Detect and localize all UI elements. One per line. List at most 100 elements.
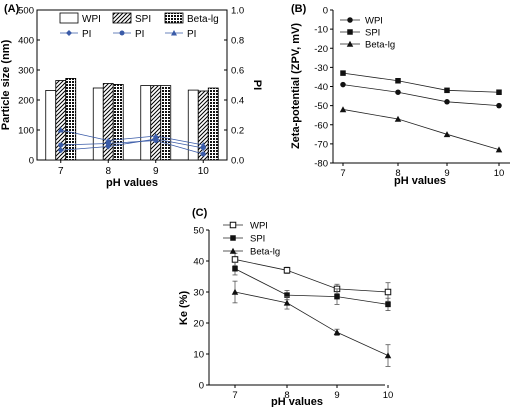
c-y-tick-label: 50 — [193, 226, 204, 237]
a-x-tick-label: 7 — [58, 166, 64, 177]
a-pi-line-circle — [60, 140, 204, 155]
panel-a-x-label: pH values — [106, 177, 158, 189]
a-legend-swatch-spi — [112, 12, 132, 24]
panel-c-x-label: pH values — [271, 396, 323, 407]
a-y2-tick-label: 0.8 — [231, 36, 244, 47]
a-legend-marker-triangle — [171, 30, 177, 36]
b-point-wpi — [340, 81, 346, 88]
b-y-tick-label: -60 — [314, 120, 328, 131]
c-point-beta-lg — [283, 299, 291, 306]
b-legend-label: Beta-lg — [365, 40, 395, 51]
a-bar-beta-lg — [207, 87, 219, 161]
b-x-tick-label: 9 — [444, 168, 449, 179]
c-line-spi — [234, 268, 389, 305]
a-pi-point-circle — [58, 142, 64, 148]
panel-a-legend: WPI SPI Beta-lg PI PI PI — [59, 12, 219, 40]
b-y-tick-label: -80 — [314, 159, 328, 170]
b-x-tick-label: 8 — [395, 168, 400, 179]
a-y-tick-label: 0 — [29, 156, 34, 167]
a-legend-label: PI — [82, 29, 91, 40]
b-legend-label: WPI — [365, 16, 383, 27]
a-legend-marker-diamond — [66, 30, 72, 36]
a-y2-tick-label: 0.2 — [231, 126, 244, 137]
a-y2-tick-label: 0.0 — [231, 156, 244, 167]
a-y-tick-label: 400 — [18, 36, 34, 47]
panel-a-y2-label: PI — [251, 80, 263, 90]
a-legend-label: SPI — [135, 14, 151, 25]
c-legend-marker-open-square — [229, 221, 237, 229]
a-pi-point-circle — [153, 138, 159, 143]
c-x-tick-label: 10 — [383, 390, 394, 401]
c-point-spi — [232, 266, 238, 272]
c-y-tick-label: 0 — [199, 381, 204, 392]
a-y2-tick-label: 1.0 — [231, 6, 244, 17]
panel-c-label: (C) — [192, 207, 208, 219]
b-point-spi — [496, 89, 502, 95]
c-point-spi — [385, 301, 391, 308]
c-point-beta-lg — [384, 352, 392, 359]
b-y-tick-label: -70 — [314, 139, 328, 150]
c-legend-label: Beta-lg — [250, 247, 280, 258]
a-bar-wpi — [140, 85, 152, 161]
a-bar-beta-lg — [112, 84, 124, 161]
a-legend-swatch-beta-lg — [164, 12, 184, 24]
b-line-spi — [342, 72, 500, 93]
b-point-beta-lg — [495, 146, 503, 153]
c-y-tick-label: 40 — [193, 257, 204, 268]
b-legend-marker-square — [347, 29, 353, 35]
b-y-tick-label: -40 — [314, 82, 328, 93]
panel-c-y-axis: 0 10 20 30 40 50 — [193, 226, 209, 392]
b-line-wpi — [342, 84, 500, 107]
c-point-spi — [284, 292, 290, 298]
panel-b-label: (B) — [291, 3, 307, 15]
panel-a-label: (A) — [4, 3, 20, 15]
c-legend-label: SPI — [250, 234, 265, 245]
b-point-spi — [444, 87, 450, 94]
b-point-wpi — [444, 99, 450, 105]
panel-a-pi-lines — [57, 127, 207, 157]
b-point-spi — [395, 78, 401, 84]
b-legend-label: SPI — [365, 28, 380, 39]
b-line-beta-lg — [342, 109, 500, 150]
c-point-beta-lg — [333, 329, 341, 336]
panel-b-y-label: Zeta-potential (ZPV, mV) — [290, 23, 302, 149]
c-y-tick-label: 30 — [193, 288, 204, 299]
c-legend-marker-triangle — [229, 247, 237, 254]
a-pi-line-triangle — [60, 129, 204, 146]
a-y2-tick-label: 0.4 — [231, 96, 244, 107]
a-x-tick-label: 9 — [153, 166, 159, 177]
b-point-wpi — [496, 102, 502, 109]
c-line-wpi — [234, 259, 389, 293]
panel-b-series — [339, 70, 503, 153]
a-pi-point-triangle — [152, 133, 159, 139]
a-bar-wpi — [187, 89, 199, 161]
panel-c-series — [231, 252, 392, 367]
c-line-beta-lg — [234, 291, 389, 356]
c-y-tick-label: 10 — [193, 350, 204, 361]
c-legend-marker-square — [230, 235, 236, 241]
b-y-tick-label: -30 — [314, 63, 328, 74]
a-legend-label: WPI — [82, 14, 101, 25]
c-point-wpi — [231, 256, 239, 263]
c-x-tick-label: 8 — [284, 390, 289, 401]
panel-a-x-axis: 7 8 9 10 — [58, 160, 209, 177]
c-legend-label: WPI — [250, 221, 268, 232]
a-bar-beta-lg — [160, 85, 172, 161]
b-y-tick-label: -50 — [314, 101, 328, 112]
b-legend-marker-circle — [347, 17, 353, 23]
a-bar-beta-lg — [65, 78, 77, 161]
panel-c-y-label: Ke (%) — [178, 291, 190, 326]
panel-a-y2-axis: 0.0 0.2 0.4 0.6 0.8 1.0 — [224, 6, 244, 167]
c-point-beta-lg — [231, 288, 239, 295]
a-pi-point-triangle — [57, 127, 64, 133]
c-point-wpi — [283, 267, 291, 274]
a-pi-point-diamond — [57, 147, 64, 154]
b-x-tick-label: 7 — [340, 168, 345, 179]
a-bar-wpi — [92, 87, 104, 161]
a-legend-label: PI — [187, 29, 196, 40]
b-y-tick-label: 0 — [323, 6, 328, 17]
a-x-tick-label: 10 — [198, 166, 210, 177]
c-y-tick-label: 20 — [193, 319, 204, 330]
